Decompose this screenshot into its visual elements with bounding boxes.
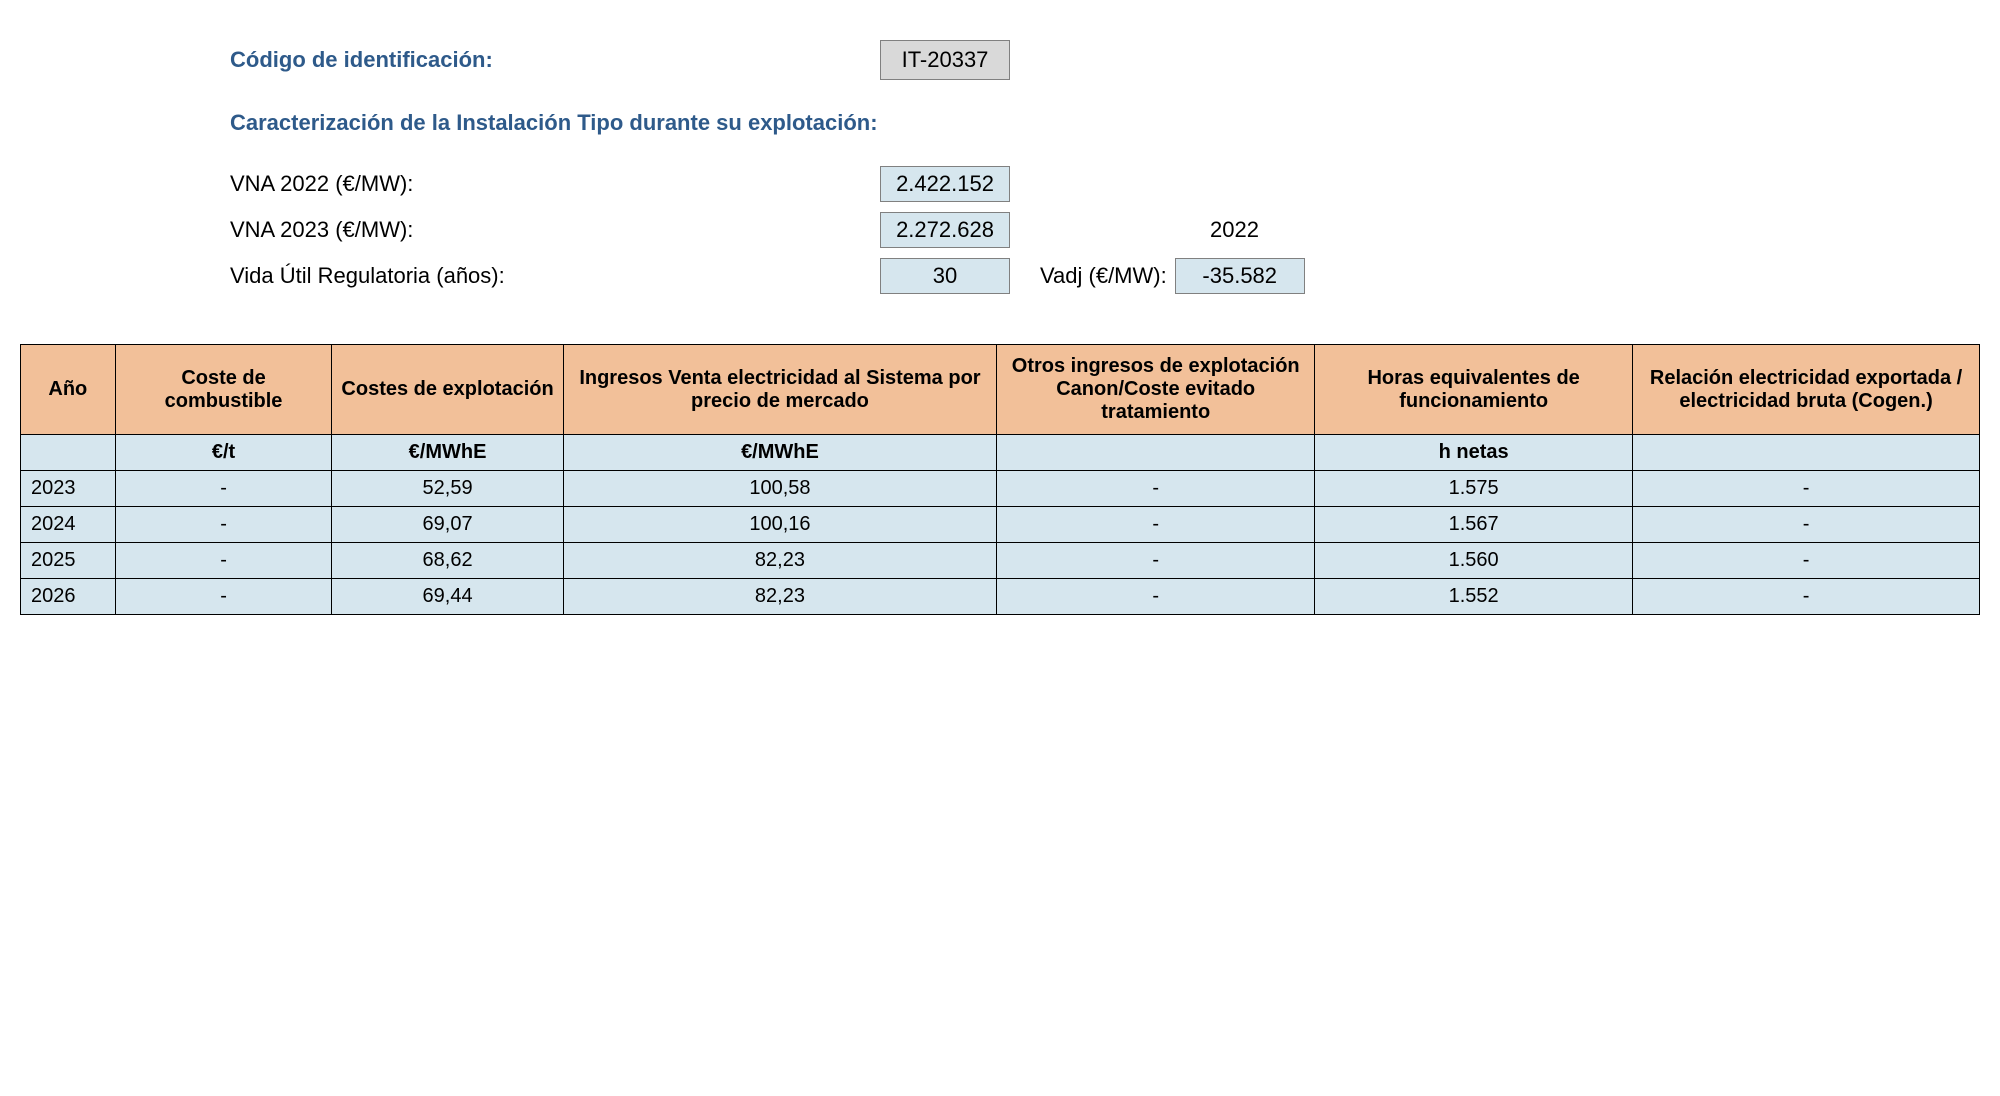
vna2022-value: 2.422.152: [880, 166, 1010, 202]
vida-label: Vida Útil Regulatoria (años):: [230, 263, 880, 289]
cell-ratio: -: [1633, 579, 1980, 615]
vna2023-row: VNA 2023 (€/MW): 2.272.628 2022: [230, 212, 1980, 248]
unit-ratio: [1633, 435, 1980, 471]
cell-year: 2025: [21, 543, 116, 579]
vida-value: 30: [880, 258, 1010, 294]
cell-income: 100,58: [563, 471, 997, 507]
document-root: Código de identificación: IT-20337 Carac…: [20, 40, 1980, 615]
cell-oper: 69,44: [332, 579, 563, 615]
col-header-hours: Horas equivalentes de funcionamiento: [1315, 345, 1633, 435]
col-header-other: Otros ingresos de explotación Canon/Cost…: [997, 345, 1315, 435]
unit-hours: h netas: [1315, 435, 1633, 471]
table-head: Año Coste de combustible Costes de explo…: [21, 345, 1980, 435]
cell-fuel: -: [115, 471, 332, 507]
cell-oper: 52,59: [332, 471, 563, 507]
table-header-row: Año Coste de combustible Costes de explo…: [21, 345, 1980, 435]
cell-income: 82,23: [563, 579, 997, 615]
unit-other: [997, 435, 1315, 471]
vna2022-row: VNA 2022 (€/MW): 2.422.152: [230, 166, 1980, 202]
cell-oper: 69,07: [332, 507, 563, 543]
cell-year: 2023: [21, 471, 116, 507]
cell-hours: 1.575: [1315, 471, 1633, 507]
unit-oper: €/MWhE: [332, 435, 563, 471]
cell-other: -: [997, 579, 1315, 615]
unit-income: €/MWhE: [563, 435, 997, 471]
cell-ratio: -: [1633, 543, 1980, 579]
data-table: Año Coste de combustible Costes de explo…: [20, 344, 1980, 615]
unit-fuel: €/t: [115, 435, 332, 471]
year-plain: 2022: [1210, 217, 1259, 243]
cell-fuel: -: [115, 507, 332, 543]
col-header-income: Ingresos Venta electricidad al Sistema p…: [563, 345, 997, 435]
cell-oper: 68,62: [332, 543, 563, 579]
vadj-value: -35.582: [1175, 258, 1305, 294]
cell-ratio: -: [1633, 471, 1980, 507]
cell-hours: 1.567: [1315, 507, 1633, 543]
table-row: 2023 - 52,59 100,58 - 1.575 -: [21, 471, 1980, 507]
section-title: Caracterización de la Instalación Tipo d…: [230, 110, 1980, 136]
cell-income: 100,16: [563, 507, 997, 543]
table-row: 2026 - 69,44 82,23 - 1.552 -: [21, 579, 1980, 615]
cell-year: 2024: [21, 507, 116, 543]
cell-fuel: -: [115, 579, 332, 615]
cell-ratio: -: [1633, 507, 1980, 543]
unit-year: [21, 435, 116, 471]
cell-hours: 1.560: [1315, 543, 1633, 579]
col-header-oper: Costes de explotación: [332, 345, 563, 435]
cell-other: -: [997, 507, 1315, 543]
cell-hours: 1.552: [1315, 579, 1633, 615]
table-units-row: €/t €/MWhE €/MWhE h netas: [21, 435, 1980, 471]
id-value: IT-20337: [880, 40, 1010, 80]
col-header-fuel: Coste de combustible: [115, 345, 332, 435]
col-header-ratio: Relación electricidad exportada / electr…: [1633, 345, 1980, 435]
cell-year: 2026: [21, 579, 116, 615]
vna2023-label: VNA 2023 (€/MW):: [230, 217, 880, 243]
vadj-label: Vadj (€/MW):: [1040, 263, 1167, 289]
vna2023-value: 2.272.628: [880, 212, 1010, 248]
cell-income: 82,23: [563, 543, 997, 579]
cell-other: -: [997, 543, 1315, 579]
cell-fuel: -: [115, 543, 332, 579]
vna2022-label: VNA 2022 (€/MW):: [230, 171, 880, 197]
table-row: 2025 - 68,62 82,23 - 1.560 -: [21, 543, 1980, 579]
cell-other: -: [997, 471, 1315, 507]
header-section: Código de identificación: IT-20337 Carac…: [20, 40, 1980, 294]
table-body: €/t €/MWhE €/MWhE h netas 2023 - 52,59 1…: [21, 435, 1980, 615]
table-row: 2024 - 69,07 100,16 - 1.567 -: [21, 507, 1980, 543]
col-header-year: Año: [21, 345, 116, 435]
vida-row: Vida Útil Regulatoria (años): 30 Vadj (€…: [230, 258, 1980, 294]
id-row: Código de identificación: IT-20337: [230, 40, 1980, 80]
id-label: Código de identificación:: [230, 47, 880, 73]
